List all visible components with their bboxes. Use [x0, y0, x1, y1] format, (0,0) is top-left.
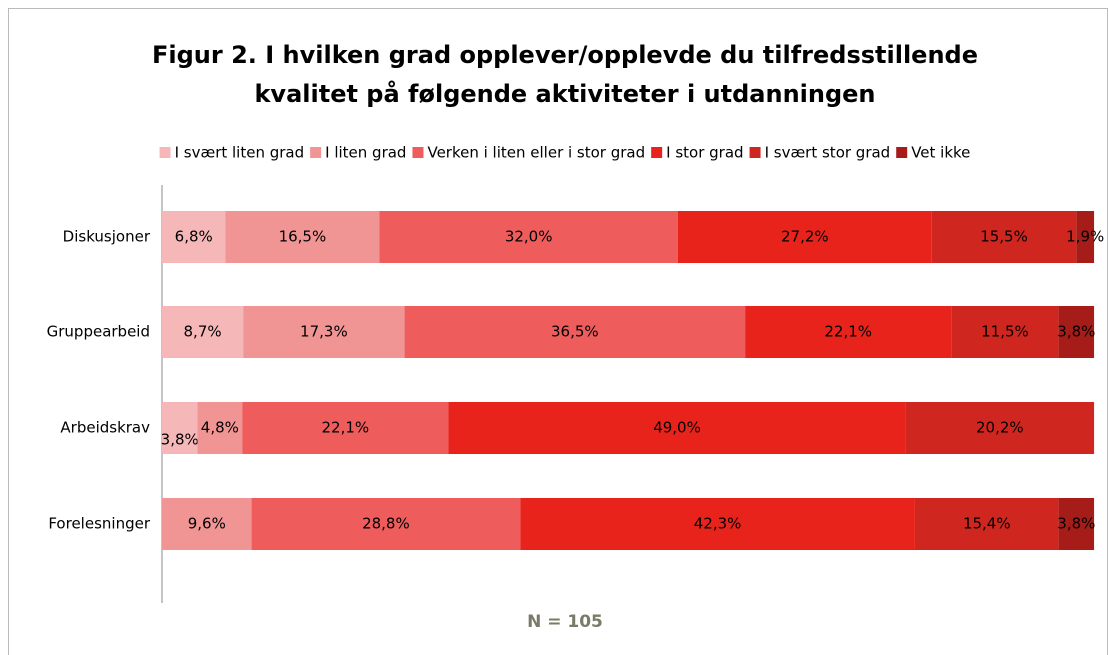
legend-swatch — [896, 147, 908, 158]
data-label: 20,2% — [976, 419, 1024, 437]
data-label: 3,8% — [1057, 323, 1095, 341]
legend-swatch — [310, 147, 322, 158]
chart-title: kvalitet på følgende aktiviteter i utdan… — [254, 79, 875, 108]
bar-segment — [520, 498, 915, 550]
data-label: 1,9% — [1066, 228, 1104, 246]
legend-label: I liten grad — [325, 144, 406, 162]
bar-segment — [162, 306, 244, 358]
bar-segment — [242, 402, 449, 454]
data-label: 22,1% — [322, 419, 370, 437]
legend-swatch — [159, 147, 171, 158]
data-label: 16,5% — [279, 228, 327, 246]
legend-label: I stor grad — [666, 144, 743, 162]
data-label: 42,3% — [694, 515, 742, 533]
bar-segment — [162, 498, 252, 550]
bar-segment — [905, 402, 1095, 454]
bar-segment — [1058, 306, 1095, 358]
bar-segment — [162, 402, 198, 454]
bar-segment — [404, 306, 746, 358]
data-label: 22,1% — [824, 323, 872, 341]
bar-segment — [225, 211, 380, 263]
bar-segment — [197, 402, 243, 454]
note: N = 105 — [527, 612, 603, 632]
legend-label: Verken i liten eller i stor grad — [427, 144, 645, 162]
bar-segment — [951, 306, 1059, 358]
bar-segment — [1076, 211, 1095, 263]
category-label: Gruppearbeid — [47, 323, 150, 341]
data-label: 27,2% — [781, 228, 829, 246]
data-label: 15,4% — [963, 515, 1011, 533]
category-label: Diskusjoner — [63, 228, 151, 246]
bar-segment — [931, 211, 1077, 263]
bar-segment — [448, 402, 906, 454]
bar-segment — [162, 211, 226, 263]
bar-segment — [745, 306, 952, 358]
category-label: Forelesninger — [48, 515, 150, 533]
bar-segment — [914, 498, 1059, 550]
data-label: 3,8% — [161, 431, 199, 449]
chart-title: Figur 2. I hvilken grad opplever/opplevd… — [152, 41, 978, 69]
category-label: Arbeidskrav — [60, 419, 150, 437]
data-label: 28,8% — [362, 515, 410, 533]
data-label: 9,6% — [188, 515, 226, 533]
legend-label: I svært stor grad — [765, 144, 891, 162]
bar-segment — [1058, 498, 1095, 550]
bar-segment — [251, 498, 521, 550]
legend-swatch — [749, 147, 761, 158]
data-label: 49,0% — [653, 419, 701, 437]
legend-label: I svært liten grad — [175, 144, 305, 162]
data-label: 8,7% — [184, 323, 222, 341]
data-label: 15,5% — [980, 228, 1028, 246]
data-label: 17,3% — [300, 323, 348, 341]
bar-segment — [379, 211, 678, 263]
legend-label: Vet ikke — [911, 144, 970, 162]
data-label: 11,5% — [981, 323, 1029, 341]
data-label: 36,5% — [551, 323, 599, 341]
data-label: 32,0% — [505, 228, 553, 246]
data-label: 3,8% — [1057, 515, 1095, 533]
data-label: 6,8% — [175, 228, 213, 246]
data-label: 4,8% — [201, 419, 239, 437]
bar-segment — [243, 306, 405, 358]
bar-segment — [677, 211, 932, 263]
legend-swatch — [412, 147, 424, 158]
legend-swatch — [651, 147, 663, 158]
